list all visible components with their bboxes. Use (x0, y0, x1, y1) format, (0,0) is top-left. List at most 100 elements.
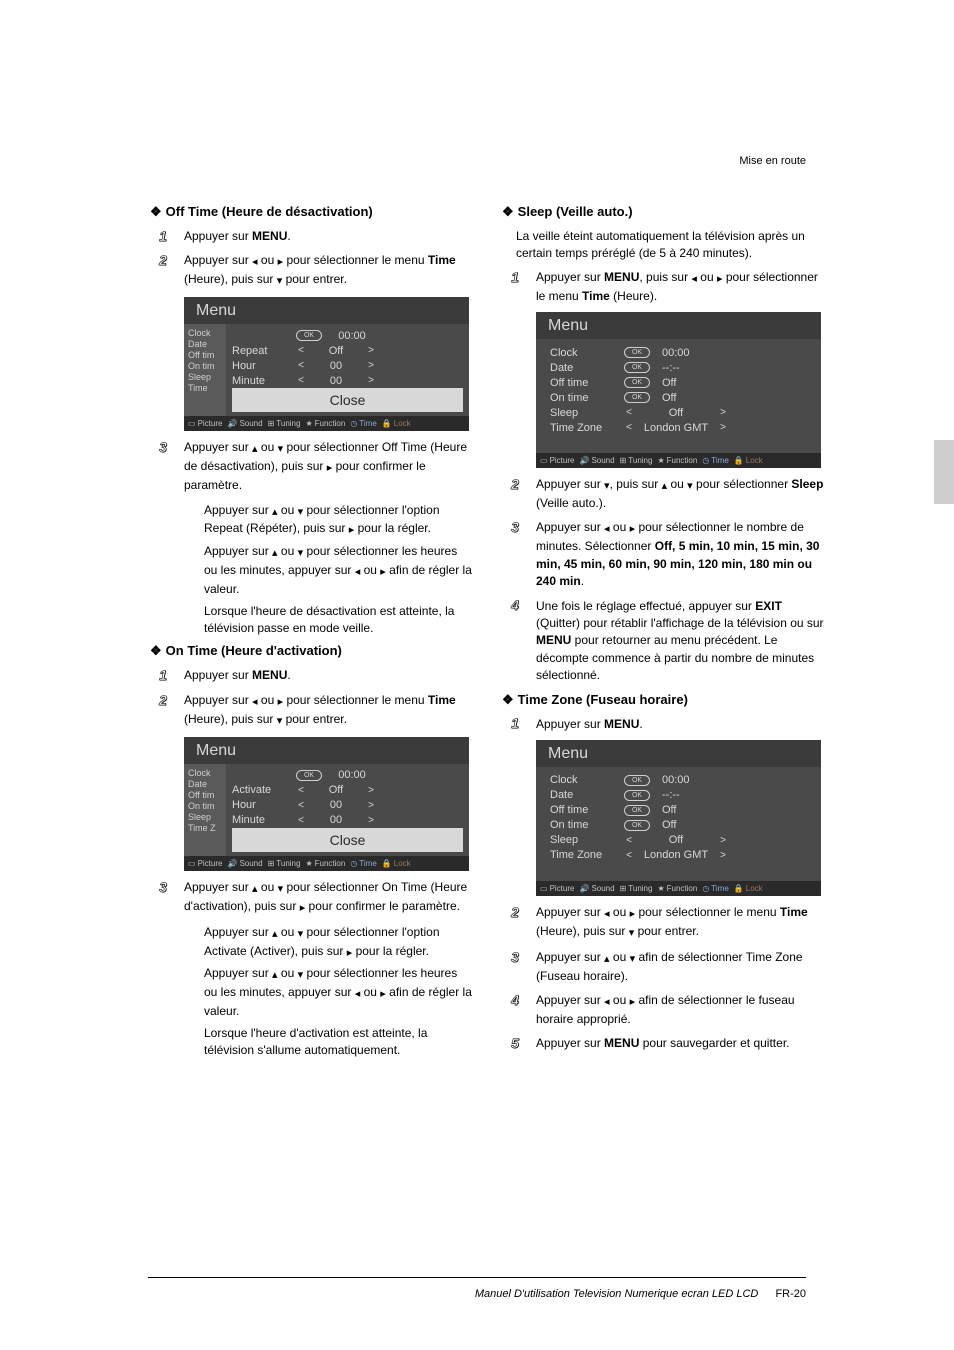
arrow-d-icon: ▾ (604, 480, 610, 492)
arrow-l-icon: ◂ (604, 996, 610, 1008)
arrow-r-icon: ▸ (630, 523, 636, 535)
step-number: 3 (506, 949, 524, 965)
ok-badge: OK (624, 377, 650, 388)
arrow-d-icon: ▾ (298, 928, 304, 940)
section-off-time: ❖Off Time (Heure de désactivation)1Appuy… (150, 204, 472, 637)
menu-row: Off timeOKOff (550, 803, 811, 818)
menu-footer: ▭Picture 🔊Sound ⊞Tuning ★Function ◷Time … (184, 856, 469, 871)
paragraph: Appuyer sur ▴ ou ▾ pour sélectionner l'o… (170, 924, 472, 962)
arrow-u-icon: ▴ (604, 953, 610, 965)
arrow-r-icon: ▸ (380, 988, 386, 1000)
ok-badge: OK (624, 347, 650, 358)
arrow-d-icon: ▾ (277, 275, 283, 287)
arrow-l-icon: ◂ (355, 566, 361, 578)
tab-tuning: ⊞Tuning (268, 419, 301, 428)
arrow-r-icon: ▸ (717, 273, 723, 285)
menu-main: ClockOK00:00DateOK--:--Off timeOKOffOn t… (536, 767, 821, 881)
menu-row: Hour<00> (232, 798, 463, 813)
step-number: 2 (506, 904, 524, 920)
step-item: 1Appuyer sur MENU, puis sur ◂ ou ▸ pour … (522, 269, 824, 305)
menu-row: Sleep<Off> (550, 405, 811, 420)
steps-list: 1Appuyer sur MENU, puis sur ◂ ou ▸ pour … (502, 269, 824, 305)
arrow-r-icon: ▸ (380, 566, 386, 578)
arrow-r-icon: ▸ (300, 902, 306, 914)
menu-row: Hour<00> (232, 358, 463, 373)
right-column: ❖Sleep (Veille auto.)La veille éteint au… (502, 198, 824, 1064)
menu-footer: ▭Picture 🔊Sound ⊞Tuning ★Function ◷Time … (536, 453, 821, 468)
step-number: 4 (506, 992, 524, 1008)
diamond-icon: ❖ (502, 204, 514, 220)
menu-title: Menu (184, 297, 469, 324)
arrow-d-icon: ▾ (278, 443, 284, 455)
menu-main: OK00:00Repeat<Off>Hour<00>Minute<00> Clo… (226, 324, 469, 416)
step-item: 2Appuyer sur ◂ ou ▸ pour sélectionner le… (522, 904, 824, 942)
step-number: 5 (506, 1035, 524, 1051)
tab-sound: 🔊Sound (579, 456, 614, 465)
tab-tuning: ⊞Tuning (620, 884, 653, 893)
tab-function: ★Function (657, 884, 697, 893)
arrow-d-icon: ▾ (278, 883, 284, 895)
menu-screenshot: Menu ClockOK00:00DateOK--:--Off timeOKOf… (536, 312, 821, 468)
arrow-u-icon: ▴ (272, 928, 278, 940)
menu-row: OK00:00 (232, 328, 463, 343)
paragraph: Appuyer sur ▴ ou ▾ pour sélectionner les… (170, 965, 472, 1020)
tab-tuning: ⊞Tuning (620, 456, 653, 465)
menu-row: Time Zone<London GMT> (550, 420, 811, 435)
subheading: ❖Time Zone (Fuseau horaire) (502, 692, 824, 708)
subheading: ❖On Time (Heure d'activation) (150, 643, 472, 659)
paragraph: Appuyer sur ▴ ou ▾ pour sélectionner les… (170, 543, 472, 598)
arrow-r-icon: ▸ (630, 908, 636, 920)
menu-row: ClockOK00:00 (550, 773, 811, 788)
ok-badge: OK (624, 362, 650, 373)
steps-list: 3Appuyer sur ▴ ou ▾ pour sélectionner On… (150, 879, 472, 1060)
step-number: 2 (154, 252, 172, 268)
section-sleep: ❖Sleep (Veille auto.)La veille éteint au… (502, 204, 824, 685)
menu-side: ClockDateOff timOn timSleepTime (184, 324, 226, 416)
footer-text: Manuel D'utilisation Television Numeriqu… (475, 1288, 806, 1300)
arrow-d-icon: ▾ (630, 953, 636, 965)
step-item: 2Appuyer sur ◂ ou ▸ pour sélectionner le… (170, 692, 472, 730)
step-item: 1Appuyer sur MENU. (170, 228, 472, 245)
tab-lock: 🔒Lock (734, 884, 763, 893)
tab-sound: 🔊Sound (579, 884, 614, 893)
arrow-l-icon: ◂ (252, 696, 258, 708)
diamond-icon: ❖ (150, 204, 162, 220)
section-on-time: ❖On Time (Heure d'activation)1Appuyer su… (150, 643, 472, 1059)
tab-picture: ▭Picture (540, 456, 574, 465)
step-item: 3Appuyer sur ▴ ou ▾ afin de sélectionner… (522, 949, 824, 985)
step-number: 3 (506, 519, 524, 535)
step-number: 2 (154, 692, 172, 708)
step-item: 3Appuyer sur ▴ ou ▾ pour sélectionner Of… (170, 439, 472, 494)
arrow-d-icon: ▾ (298, 506, 304, 518)
ok-badge: OK (624, 392, 650, 403)
step-number: 3 (154, 879, 172, 895)
menu-title: Menu (536, 312, 821, 339)
menu-row: On timeOKOff (550, 390, 811, 405)
tab-time: ◷Time (350, 859, 376, 868)
arrow-r-icon: ▸ (278, 696, 284, 708)
menu-main: ClockOK00:00DateOK--:--Off timeOKOffOn t… (536, 339, 821, 453)
menu-row: Sleep<Off> (550, 833, 811, 848)
step-item: 1Appuyer sur MENU. (522, 716, 824, 733)
menu-row: DateOK--:-- (550, 788, 811, 803)
step-item: 3Appuyer sur ▴ ou ▾ pour sélectionner On… (170, 879, 472, 917)
tab-time: ◷Time (350, 419, 376, 428)
tab-lock: 🔒Lock (382, 419, 411, 428)
left-column: ❖Off Time (Heure de désactivation)1Appuy… (150, 198, 472, 1064)
steps-list: 2Appuyer sur ▾, puis sur ▴ ou ▾ pour sél… (502, 476, 824, 684)
menu-row: Repeat<Off> (232, 343, 463, 358)
arrow-d-icon: ▾ (298, 969, 304, 981)
menu-title: Menu (536, 740, 821, 767)
menu-row: Minute<00> (232, 813, 463, 828)
step-item: 2Appuyer sur ▾, puis sur ▴ ou ▾ pour sél… (522, 476, 824, 512)
step-number: 1 (506, 716, 524, 732)
tab-time: ◷Time (702, 884, 728, 893)
ok-badge: OK (624, 790, 650, 801)
arrow-l-icon: ◂ (252, 256, 258, 268)
step-number: 2 (506, 476, 524, 492)
subheading: ❖Sleep (Veille auto.) (502, 204, 824, 220)
menu-footer: ▭Picture 🔊Sound ⊞Tuning ★Function ◷Time … (536, 881, 821, 896)
step-item: 4Appuyer sur ◂ ou ▸ afin de sélectionner… (522, 992, 824, 1028)
step-number: 1 (154, 228, 172, 244)
ok-badge: OK (624, 820, 650, 831)
